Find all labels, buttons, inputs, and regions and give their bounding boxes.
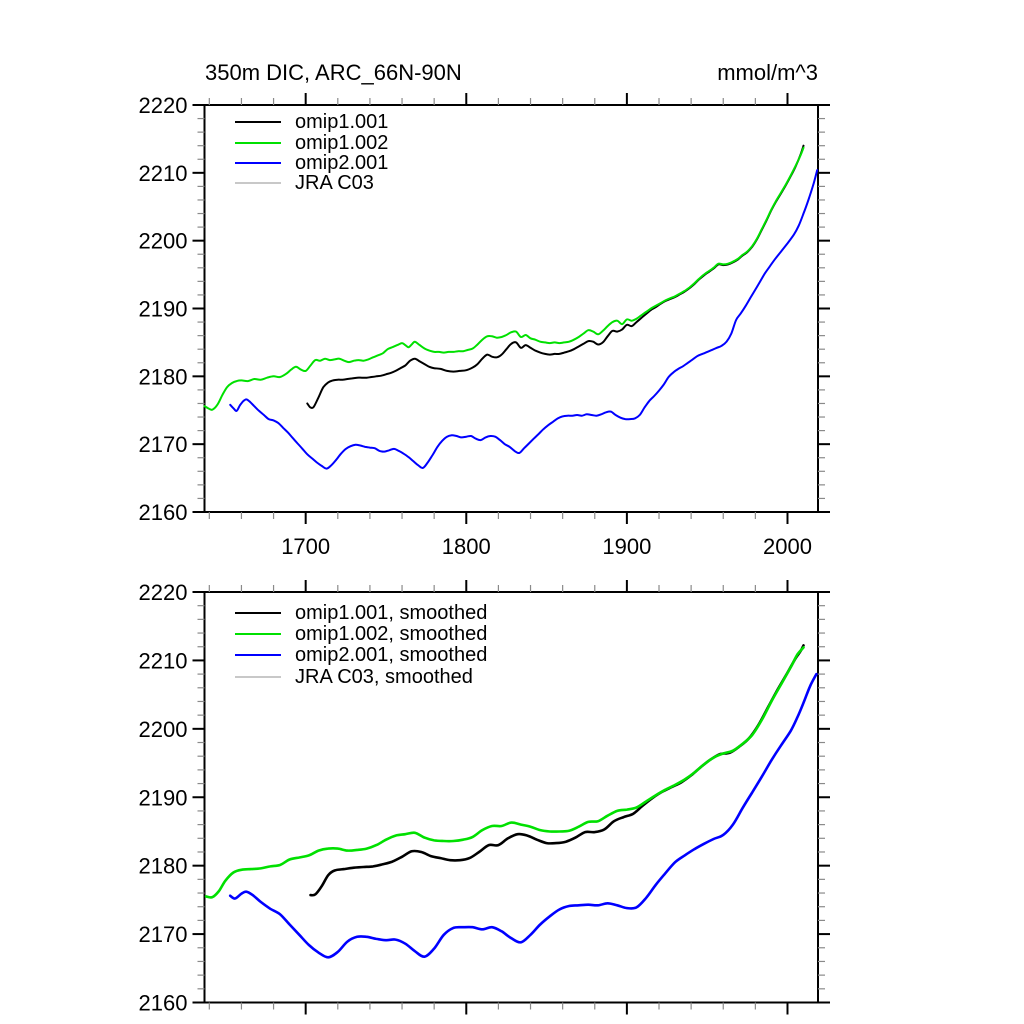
legend-line-swatch [235, 611, 281, 614]
legend-item: omip2.001 [235, 153, 388, 173]
x-tick-label: 1700 [281, 534, 330, 559]
series-line-omip2-001-smoothed [228, 672, 818, 959]
legend-line-swatch [235, 632, 281, 635]
legend-item: omip1.002 [235, 131, 389, 154]
bottom-chart: 2160 2170 2180 2190 2200 2210 2220 [139, 580, 830, 1016]
series-line-omip1-002 [203, 146, 805, 411]
x-tick-label: 2000 [763, 534, 812, 559]
y-tick-label: 2190 [139, 785, 188, 810]
legend-line-swatch [235, 182, 281, 185]
legend-label: omip1.001, smoothed [295, 601, 488, 624]
top-chart: 2160 2170 2180 2190 2200 2210 2220 1700 1800 1900… [139, 93, 830, 559]
legend-item: omip1.002, smoothed [235, 623, 487, 644]
legend-label: omip2.001, smoothed [295, 644, 488, 667]
y-tick-label: 2180 [139, 854, 188, 879]
legend-label: JRA C03, smoothed [295, 665, 473, 688]
y-tick-label: 2200 [139, 229, 188, 254]
y-tick-label: 2160 [139, 991, 188, 1016]
legend-line-swatch [235, 161, 281, 164]
y-tick-label: 2210 [139, 161, 188, 186]
legend-line-swatch [235, 121, 281, 124]
top-chart-title: 350m DIC, ARC_66N-90N [205, 60, 462, 85]
legend-line-swatch [235, 675, 281, 678]
legend-label: omip1.002 [295, 131, 389, 154]
legend-line-swatch [235, 654, 281, 657]
bottom-chart-legend: omip1.001, smoothed omip1.002, smoothed … [235, 602, 487, 687]
legend-label: omip1.002, smoothed [295, 622, 488, 645]
y-tick-label: 2170 [139, 432, 188, 457]
top-chart-units-label: mmol/m^3 [717, 60, 818, 85]
x-tick-label: 1900 [602, 534, 651, 559]
y-tick-label: 2190 [139, 297, 188, 322]
legend-label: omip2.001 [295, 151, 389, 174]
series-line-omip1-002-smoothed [204, 646, 805, 899]
y-tick-label: 2160 [139, 500, 188, 525]
y-tick-label: 2220 [139, 580, 188, 605]
legend-line-swatch [235, 141, 281, 144]
y-tick-label: 2170 [139, 922, 188, 947]
y-tick-label: 2200 [139, 717, 188, 742]
legend-item: omip2.001, smoothed [235, 645, 487, 666]
series-line-omip2-001 [229, 169, 819, 470]
legend-item: JRA C03, smoothed [235, 666, 487, 687]
top-chart-legend: omip1.001 omip1.002 omip2.001 JRA C03 [235, 112, 388, 194]
legend-item: omip1.001 [235, 112, 388, 132]
y-tick-label: 2210 [139, 648, 188, 673]
legend-item: omip1.001, smoothed [235, 602, 487, 623]
legend-item: JRA C03 [235, 173, 388, 193]
x-tick-label: 1800 [442, 534, 491, 559]
legend-label: JRA C03 [295, 172, 374, 195]
legend-label: omip1.001 [295, 111, 389, 134]
y-tick-label: 2180 [139, 364, 188, 389]
y-tick-label: 2220 [139, 93, 188, 118]
